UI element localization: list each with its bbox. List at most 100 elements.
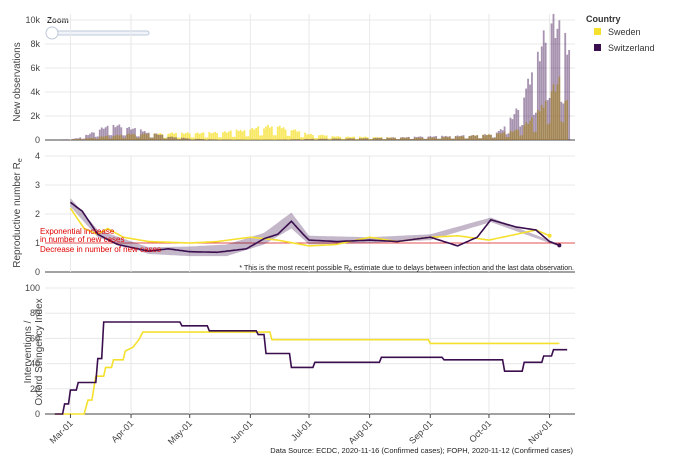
bar-sweden [429,137,432,140]
bar-switzerland [400,137,402,140]
bar-sweden [411,139,414,140]
bar-sweden [321,134,324,140]
bar-switzerland [355,139,357,140]
legend-item-switzerland[interactable]: Switzerland [594,43,655,53]
re-line-sweden [69,207,550,247]
legend-swatch-switzerland [594,44,601,51]
bar-sweden [368,138,371,140]
zoom-slider-handle[interactable] [45,26,59,40]
y-tick-label: 0 [35,135,40,145]
bar-switzerland [304,139,307,140]
bar-switzerland [362,138,365,140]
bar-switzerland [423,138,426,140]
bar-sweden [357,138,359,140]
bar-sweden [231,136,234,140]
bar-switzerland [292,139,295,140]
bar-sweden [333,136,336,140]
bar-sweden [403,137,406,140]
bar-switzerland [499,129,502,140]
bar-sweden [400,137,402,140]
bar-sweden [294,129,297,140]
bar-sweden [476,135,479,140]
bar-sweden [227,131,230,140]
bar-sweden [75,139,78,140]
bar-sweden [390,137,393,140]
bar-sweden [327,138,330,140]
bar-switzerland [468,136,471,140]
bar-sweden [431,137,434,140]
reproductive-number-axis-title: Reproductive number Re [12,158,24,268]
bar-switzerland [167,136,170,140]
y-tick-label: 2 [35,209,40,219]
bar-switzerland [122,135,125,140]
legend-item-sweden[interactable]: Sweden [594,27,641,37]
bar-sweden [544,100,547,140]
bar-sweden [534,131,537,140]
bar-sweden [118,135,121,140]
bar-switzerland [486,135,488,140]
bar-switzerland [321,138,324,140]
re-estimate-footnote-prefix: * This is the most recent possible R [239,265,349,272]
bar-sweden [267,124,269,140]
bar-sweden [464,138,467,140]
bar-switzerland [110,135,113,140]
bar-sweden [566,100,569,140]
bar-switzerland [100,127,103,140]
bar-sweden [92,137,95,140]
legend-label-switzerland: Switzerland [608,43,655,53]
exponential-increase-annotation-line1: Exponential increase [40,227,115,236]
bar-sweden [159,133,162,140]
bar-sweden [554,91,557,140]
bar-switzerland [333,138,336,140]
x-tick-label: Mar-01 [48,418,75,445]
bar-switzerland [114,127,117,140]
bar-sweden [474,135,477,140]
bar-switzerland [339,138,342,140]
bar-switzerland [89,133,91,140]
bar-switzerland [446,136,449,140]
bar-switzerland [136,136,138,140]
bar-switzerland [200,139,203,140]
bar-sweden [145,134,148,140]
bar-switzerland [198,138,201,140]
bar-sweden [491,137,494,140]
bar-sweden [198,133,201,140]
bar-switzerland [454,135,457,140]
x-tick-label: Nov-01 [526,418,554,446]
bar-sweden [302,137,305,140]
bar-switzerland [102,128,105,140]
bar-sweden [513,130,516,140]
bar-sweden [175,132,177,140]
zoom-slider[interactable] [45,26,150,40]
zoom-slider-rail[interactable] [51,30,150,36]
bar-switzerland [290,139,293,140]
bar-switzerland [214,139,217,140]
bar-sweden [456,136,459,140]
bar-sweden [202,132,205,140]
bar-switzerland [452,138,455,140]
bar-switzerland [437,138,439,140]
bar-switzerland [531,72,533,140]
bar-switzerland [116,125,119,140]
bar-sweden [270,126,273,140]
bar-sweden [100,136,103,140]
bar-sweden [521,135,524,140]
bar-sweden [114,135,117,140]
bar-switzerland [517,110,520,140]
bar-switzerland [298,139,301,140]
bar-sweden [259,135,262,140]
bar-sweden [376,137,379,140]
bar-sweden [200,133,203,140]
exponential-increase-annotation-line2: in number of new cases [40,235,125,244]
bar-sweden [362,136,365,140]
new-observations-panel: 0 2k 4k 6k 8k 10k New observations [12,13,575,145]
y-tick-label: 4k [30,87,40,97]
bar-sweden [450,138,453,140]
bar-switzerland [513,114,516,140]
bar-switzerland [562,103,565,140]
bar-sweden [94,139,97,140]
bar-sweden [137,137,140,140]
bar-switzerland [384,139,387,140]
bar-switzerland [366,138,369,140]
bar-sweden [366,137,369,140]
